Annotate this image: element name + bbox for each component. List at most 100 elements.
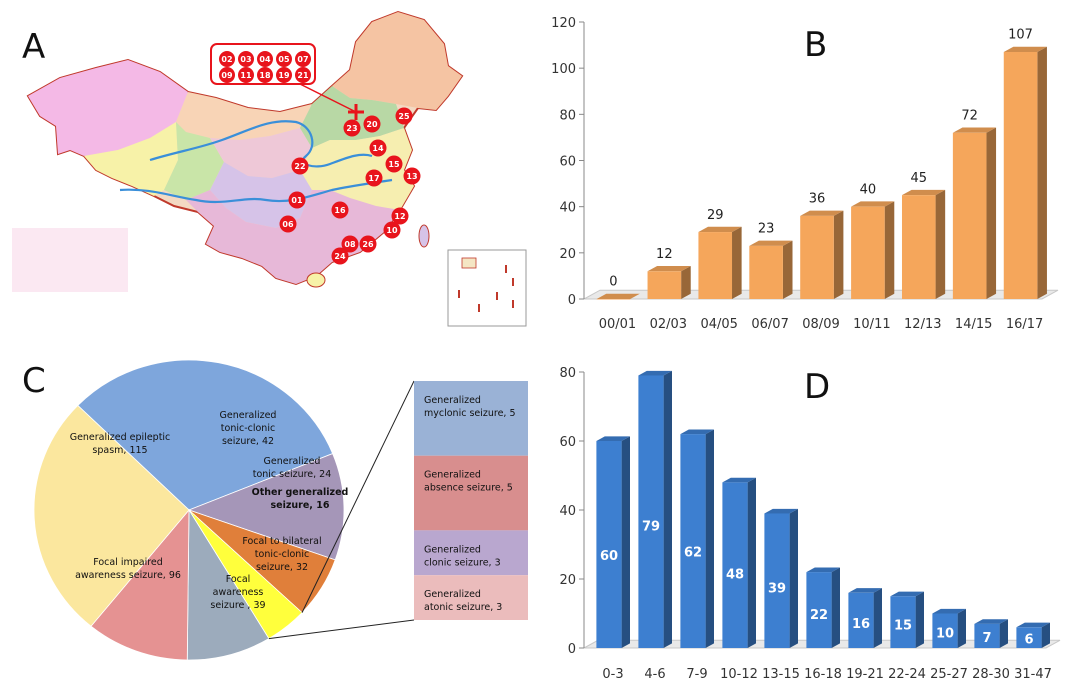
y-tick-label: 20 xyxy=(559,247,576,262)
bar-top xyxy=(722,477,756,483)
map-marker xyxy=(403,167,421,185)
bar-side xyxy=(999,619,1008,648)
pie-label-line: Other generalized xyxy=(252,487,349,498)
x-tick-label: 14/15 xyxy=(955,317,992,332)
map-marker xyxy=(365,169,383,187)
bar xyxy=(596,441,622,648)
bar-side xyxy=(1037,46,1047,299)
data-label: 60 xyxy=(600,549,618,564)
bar-side xyxy=(1041,622,1050,648)
bar-top xyxy=(932,608,966,614)
pie-slice-label: Other generalized seizure, 16 xyxy=(252,487,349,511)
map-marker xyxy=(343,119,361,137)
map-marker-code: 16 xyxy=(334,206,346,215)
callout-code: 03 xyxy=(240,55,251,64)
callout-marker xyxy=(295,67,311,83)
bar-side xyxy=(986,127,997,300)
bar xyxy=(890,596,916,648)
data-label: 10 xyxy=(936,626,954,641)
pie-slice xyxy=(187,453,345,561)
x-tick-label: 28-30 xyxy=(972,667,1010,682)
breakout-label-line: Generalized xyxy=(424,395,481,406)
breakout-segment xyxy=(414,381,528,456)
region-south-central xyxy=(210,162,312,228)
x-tick-label: 10/11 xyxy=(853,317,890,332)
callout-code: 11 xyxy=(240,71,252,80)
bar-side xyxy=(935,189,946,299)
bar-top xyxy=(952,127,997,133)
inset-islands xyxy=(458,257,514,312)
bar xyxy=(806,572,832,648)
x-tick-label: 19-21 xyxy=(846,667,884,682)
callout-marker xyxy=(295,51,311,67)
panel-label-c: C xyxy=(22,361,46,401)
breakout-label: Generalized clonic seizure, 3 xyxy=(424,544,501,568)
breakout-label-line: Generalized xyxy=(424,589,481,600)
bar xyxy=(974,623,1000,648)
bar-side xyxy=(663,370,672,648)
bar xyxy=(800,215,834,299)
callout-marker xyxy=(276,67,292,83)
x-tick-label: 25-27 xyxy=(930,667,968,682)
region-north xyxy=(176,92,312,140)
callout-code: 05 xyxy=(278,55,290,64)
bar xyxy=(698,232,733,299)
x-tick-label: 02/03 xyxy=(650,317,687,332)
breakout-label: Generalized atonic seizure, 3 xyxy=(424,589,502,613)
data-label: 16 xyxy=(852,617,870,632)
pie-label-line: seizure, 42 xyxy=(222,436,274,447)
map-marker xyxy=(369,139,387,157)
callout-code: 04 xyxy=(259,55,271,64)
river-yellow xyxy=(149,120,373,168)
bar-top xyxy=(800,210,844,216)
pie-slice xyxy=(33,404,190,627)
breakout-label: Generalized myclonic seizure, 5 xyxy=(424,395,516,419)
y-tick-label: 120 xyxy=(551,16,576,31)
pie-slice-label: Generalized tonic-clonic seizure, 42 xyxy=(220,410,277,447)
map-marker xyxy=(279,215,297,233)
y-tick-label: 80 xyxy=(559,366,576,381)
bar xyxy=(647,271,682,299)
y-tick-label: 60 xyxy=(559,435,576,450)
data-label: 40 xyxy=(860,182,877,197)
island-hainan xyxy=(306,272,326,288)
bar-top xyxy=(638,370,672,376)
callout-marker xyxy=(238,67,254,83)
x-tick-label: 16-18 xyxy=(804,667,842,682)
map-marker-code: 20 xyxy=(366,120,378,129)
pie-slice-label: Generalized tonic seizure, 24 xyxy=(253,456,332,480)
bar-top xyxy=(749,240,793,246)
callout-code: 19 xyxy=(278,71,290,80)
x-tick-label: 04/05 xyxy=(700,317,737,332)
map-panel: 02 03 04 05 07 09 11 18 19 21 23 20 25 14 22 15 17 13 01 1… xyxy=(12,10,527,327)
data-label: 22 xyxy=(810,608,828,623)
callout-leader xyxy=(299,83,357,113)
callout-marker xyxy=(219,51,235,67)
data-label: 72 xyxy=(961,109,978,124)
breakout-segment xyxy=(414,575,528,620)
bar-side xyxy=(789,508,798,648)
bar-side xyxy=(873,588,882,648)
bar-side xyxy=(884,201,895,299)
data-label: 0 xyxy=(609,275,617,290)
map-marker xyxy=(385,155,403,173)
data-label: 29 xyxy=(707,208,724,223)
map-marker-code: 06 xyxy=(282,220,294,229)
callout-marker xyxy=(238,51,254,67)
data-label: 36 xyxy=(809,192,826,207)
panel-label-a: A xyxy=(22,27,45,67)
map-marker xyxy=(288,191,306,209)
pie-label-line: Focal impaired xyxy=(93,557,163,568)
map-marker-code: 10 xyxy=(386,226,398,235)
bar xyxy=(952,132,987,299)
y-tick-label: 0 xyxy=(568,293,576,308)
data-label: 48 xyxy=(726,567,744,582)
data-label: 12 xyxy=(656,247,673,262)
map-marker xyxy=(395,107,413,125)
pie-label-line: seizure, 16 xyxy=(271,500,330,511)
data-label: 6 xyxy=(1024,633,1033,648)
y-tick-label: 40 xyxy=(559,504,576,519)
bar-top xyxy=(1003,46,1047,53)
bar-chart-d: 0 20 40 60 80 0-3 60 4-6 79 7-9 62 10-12 48 13-15 39 16… xyxy=(559,366,1061,682)
panel-label-b: B xyxy=(804,25,827,65)
